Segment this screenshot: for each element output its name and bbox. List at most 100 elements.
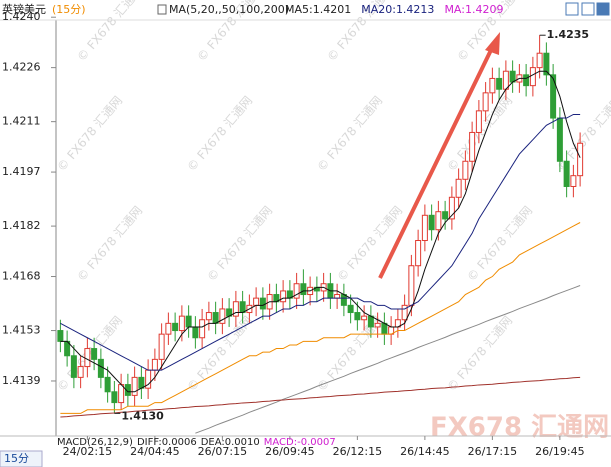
watermark: © FX678 汇通网 (314, 93, 385, 174)
candle-body (205, 312, 212, 321)
candle-body (259, 297, 266, 310)
ma-params: MA(5,20,,50,100,200) (169, 3, 289, 16)
candle-body (475, 110, 482, 133)
x-tick-label: 24/04:45 (130, 445, 179, 458)
y-tick-label: 1.4197 (2, 165, 41, 178)
candle-body (300, 283, 307, 296)
x-tick-label: 24/02:15 (63, 445, 112, 458)
candle-body (57, 330, 64, 342)
candle-body (84, 348, 91, 368)
candle-body (543, 52, 550, 76)
candle-body (502, 70, 509, 90)
period: (15分) (52, 3, 86, 16)
candle-body (70, 355, 77, 378)
candle-body (469, 131, 476, 162)
candle-body (185, 315, 192, 328)
ma-line (60, 222, 581, 414)
candle-body (482, 92, 489, 112)
icon[interactable] (565, 2, 579, 16)
plot-area (57, 35, 584, 434)
candle-body (509, 70, 516, 83)
candle-body (91, 348, 98, 360)
x-tick-label: 26/12:15 (333, 445, 382, 458)
candle-body (523, 74, 530, 87)
ma-icon[interactable] (157, 4, 167, 15)
candle-body (280, 290, 287, 303)
candle-body (239, 301, 246, 314)
x-tick-label: 26/17:15 (468, 445, 517, 458)
x-tick-label: 26/19:45 (535, 445, 584, 458)
candle-body (158, 333, 165, 360)
icon[interactable] (581, 2, 595, 16)
candle-body (151, 358, 158, 371)
y-tick-label: 1.4240 (2, 10, 41, 23)
candle-body (118, 384, 125, 404)
ma-line (60, 70, 581, 393)
ma-readout: MA:1.4209 (444, 3, 503, 16)
watermark: © FX678 汇通网 (74, 203, 145, 284)
candle-body (97, 358, 104, 378)
indicator-macd: MACD:-0.0007 (264, 437, 336, 448)
candle-body (340, 294, 347, 306)
candle-body (131, 376, 138, 396)
candle-body (550, 74, 557, 119)
watermark: © FX678 汇通网 (54, 93, 125, 174)
candle-body (401, 304, 408, 321)
arrow-head (485, 32, 500, 55)
candle-body (111, 391, 118, 404)
candle-body (77, 366, 84, 378)
candle-body (192, 326, 199, 339)
candle-body (232, 301, 239, 317)
toolbar-icons (565, 2, 610, 16)
arrow-shaft (378, 47, 494, 279)
watermark: © FX678 汇通网 (464, 203, 535, 284)
x-tick-label: 26/07:15 (198, 445, 247, 458)
candle-body (442, 211, 449, 220)
y-tick-label: 1.4226 (2, 61, 41, 74)
ma-line (60, 376, 581, 418)
y-tick-label: 1.4153 (2, 324, 41, 337)
watermarks: © FX678 汇通网 © FX678 汇通网 © FX678 汇通网 © FX678… (54, 0, 611, 443)
y-tick-label: 1.4182 (2, 219, 41, 232)
candle-body (138, 376, 145, 389)
candle-body (212, 312, 219, 324)
candle-body (293, 283, 300, 299)
candle-body (529, 67, 536, 87)
ma-line (195, 285, 581, 434)
watermark: © FX678 汇通网 (314, 313, 385, 394)
period-tab[interactable]: 15分 (4, 452, 29, 465)
y-tick-label: 1.4168 (2, 270, 41, 283)
candle-body (199, 319, 206, 339)
candle-body (496, 77, 503, 90)
candle-body (489, 77, 496, 94)
candle-body (428, 214, 435, 231)
candle-body (104, 376, 111, 393)
indicator-dea: DEA:0.0010 (201, 437, 260, 448)
low-label: 1.4130 (121, 409, 164, 422)
candle-body (408, 265, 415, 306)
icon[interactable] (596, 2, 610, 16)
y-tick-label: 1.4139 (2, 374, 41, 387)
candle-body (361, 315, 368, 321)
ma-line (60, 113, 581, 371)
candle-body (334, 294, 341, 299)
candle-body (124, 384, 131, 396)
chart-title: 英镑美元 (2, 2, 46, 16)
candle-body (563, 160, 570, 187)
candle-body (556, 117, 563, 162)
candle-body (462, 160, 469, 180)
indicator-name: MACD(26,12,9) (57, 437, 133, 448)
watermark: © FX678 汇通网 (444, 93, 515, 174)
indicator-diff: DIFF:0.0006 (137, 437, 197, 448)
candle-body (367, 315, 374, 328)
candle-body (219, 308, 226, 324)
candle-body (435, 211, 442, 231)
watermark: © FX678 汇通网 (184, 93, 255, 174)
x-tick-label: 26/14:45 (400, 445, 449, 458)
period-tab-box[interactable] (0, 450, 43, 467)
x-tick-label: 26/09:45 (265, 445, 314, 458)
candle-body (577, 142, 584, 177)
candle-body (455, 178, 462, 198)
candle-body (536, 52, 543, 69)
